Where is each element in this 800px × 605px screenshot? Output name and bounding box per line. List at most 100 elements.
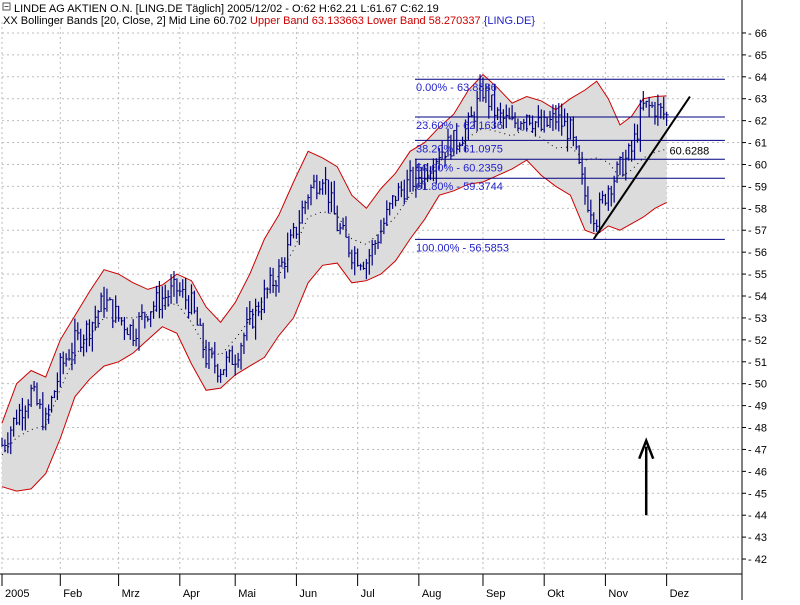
price-bar	[523, 118, 526, 130]
price-bar	[217, 363, 220, 383]
price-bar	[13, 417, 16, 437]
price-bar	[666, 111, 669, 126]
price-bar	[228, 349, 232, 363]
price-bar	[499, 102, 503, 124]
price-bar	[537, 105, 541, 128]
price-bar	[185, 277, 188, 310]
price-bar	[62, 351, 66, 375]
price-bar	[112, 299, 115, 329]
price-bar	[476, 90, 480, 132]
price-bar	[633, 123, 637, 161]
price-bar	[505, 104, 509, 129]
price-bar	[45, 407, 48, 431]
price-bar	[389, 202, 392, 216]
price-bar	[222, 369, 226, 376]
price-bar	[435, 158, 439, 184]
price-bar	[590, 199, 593, 224]
price-bar	[645, 100, 649, 108]
price-bar	[129, 324, 133, 340]
y-tick-label: - 51	[748, 357, 767, 369]
price-bar	[494, 83, 497, 129]
price-bar	[310, 184, 313, 206]
price-bar	[336, 205, 340, 232]
price-bar	[663, 96, 666, 120]
lower-band-line	[1, 159, 667, 492]
fib-level-label: 61.80% - 59.3744	[416, 181, 503, 193]
price-bar	[502, 109, 506, 129]
upper-band-line	[1, 73, 667, 424]
price-bar	[400, 181, 404, 198]
price-bar	[214, 342, 217, 374]
y-tick-label: - 58	[748, 203, 767, 215]
price-bar	[488, 83, 491, 119]
y-tick-label: - 55	[748, 269, 767, 281]
price-bar	[607, 185, 611, 211]
price-bar	[380, 219, 383, 244]
price-bar	[330, 181, 334, 213]
price-bar	[167, 290, 171, 307]
bollinger-band-fill	[2, 74, 667, 492]
price-bar	[593, 212, 596, 232]
price-bar	[249, 300, 252, 325]
y-tick-label: - 49	[748, 401, 767, 413]
x-tick-label: 2005	[5, 588, 29, 600]
price-bar	[529, 114, 532, 126]
y-tick-label: - 43	[748, 532, 767, 544]
price-bar	[482, 77, 485, 102]
price-bar	[39, 398, 42, 409]
price-bar	[59, 353, 63, 388]
price-bar	[496, 107, 500, 121]
price-bar	[625, 149, 628, 181]
y-tick-label: - 52	[748, 335, 767, 347]
price-bar	[199, 318, 203, 326]
price-bar	[88, 319, 92, 347]
price-bar	[403, 179, 407, 205]
price-bar	[660, 102, 663, 119]
indicator-legend: XX Bollinger Bands [20, Close, 2] Mid Li…	[3, 15, 535, 27]
x-tick-label: Apr	[183, 588, 200, 600]
price-bar	[441, 141, 445, 159]
price-bar	[42, 392, 45, 431]
price-bar	[211, 347, 214, 359]
header-collapse-icon[interactable]	[2, 2, 11, 11]
price-bar	[97, 310, 101, 328]
price-bar	[409, 160, 413, 193]
price-bar	[351, 249, 354, 270]
x-tick-label: Sep	[486, 588, 506, 600]
y-tick-label: - 44	[748, 510, 767, 522]
price-bar	[27, 399, 31, 419]
price-bar	[601, 190, 605, 204]
price-bar	[578, 145, 582, 165]
y-tick-label: - 66	[748, 28, 767, 40]
price-bar	[301, 200, 305, 224]
price-bar	[161, 286, 165, 319]
price-bar	[365, 258, 369, 280]
price-bar	[368, 248, 372, 275]
price-bar	[628, 143, 631, 161]
price-bar	[150, 311, 153, 328]
price-bar	[450, 134, 453, 160]
price-bar	[4, 439, 7, 453]
price-bar	[531, 115, 535, 133]
y-tick-label: - 42	[748, 554, 767, 566]
price-bar	[158, 280, 162, 319]
trendline[interactable]	[592, 95, 691, 240]
x-tick-label: Nov	[608, 588, 628, 600]
price-bar	[371, 239, 375, 266]
price-bar	[631, 140, 634, 162]
fib-level-label: 0.00% - 63.8886	[416, 82, 497, 94]
price-bar	[74, 318, 77, 365]
y-tick-label: - 62	[748, 116, 767, 128]
price-bar	[77, 322, 80, 341]
price-bar	[83, 334, 86, 357]
price-bar	[616, 161, 620, 184]
price-bar	[278, 259, 281, 293]
price-bar	[103, 286, 107, 318]
y-tick-label: - 53	[748, 313, 767, 325]
price-bar	[549, 110, 553, 128]
price-bar	[575, 136, 579, 150]
x-tick-label: Dez	[670, 588, 690, 600]
y-tick-label: - 54	[748, 291, 767, 303]
price-bar	[304, 200, 308, 215]
